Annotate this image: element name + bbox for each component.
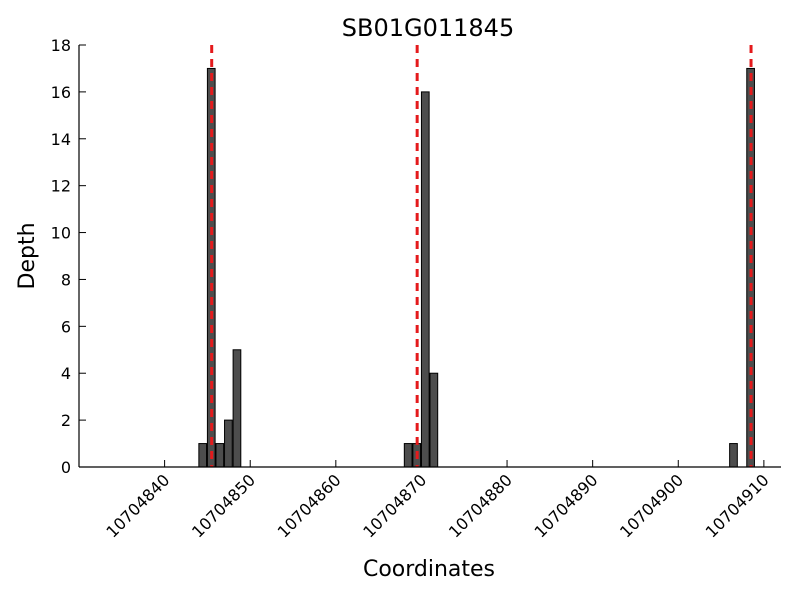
x-tick-label-10704850: 10704850: [188, 470, 259, 541]
bar-10: [729, 443, 738, 468]
x-tick-label-10704840: 10704840: [102, 470, 173, 541]
axes: SB01G011845 Coordinates Depth 0 2 4 6 8 10 12 1…: [15, 14, 781, 582]
bar-1: [198, 443, 208, 468]
x-tick-label-10704880: 10704880: [445, 470, 516, 541]
y-tick-label-12: 12: [51, 177, 71, 196]
x-tick-label-10704860: 10704860: [274, 470, 345, 541]
y-tick-label-6: 6: [61, 317, 71, 336]
x-tick-label-10704900: 10704900: [616, 470, 687, 541]
bar-3: [215, 443, 225, 468]
bar-2: [206, 67, 216, 468]
y-tick-label-2: 2: [61, 411, 71, 430]
x-tick-label-10704910: 10704910: [702, 470, 773, 541]
bar-4: [224, 419, 233, 468]
x-tick-label-10704870: 10704870: [359, 470, 430, 541]
y-tick-label-10: 10: [51, 224, 71, 243]
bar-6: [403, 443, 413, 468]
plot-area: [198, 45, 755, 468]
y-tick-label-8: 8: [61, 270, 71, 289]
bar-9: [429, 372, 439, 468]
y-tick-label-14: 14: [51, 130, 71, 149]
bar-11: [746, 67, 755, 468]
y-tick-label-0: 0: [61, 458, 71, 477]
y-axis-label: Depth: [15, 222, 40, 289]
y-tick-label-18: 18: [51, 36, 71, 55]
x-axis-label: Coordinates: [363, 557, 495, 582]
chart-title: SB01G011845: [342, 14, 514, 42]
y-tick-label-4: 4: [61, 364, 71, 383]
y-tick-label-16: 16: [51, 83, 71, 102]
bar-5: [232, 349, 242, 468]
x-tick-label-10704890: 10704890: [530, 470, 601, 541]
bar-8: [420, 91, 430, 468]
